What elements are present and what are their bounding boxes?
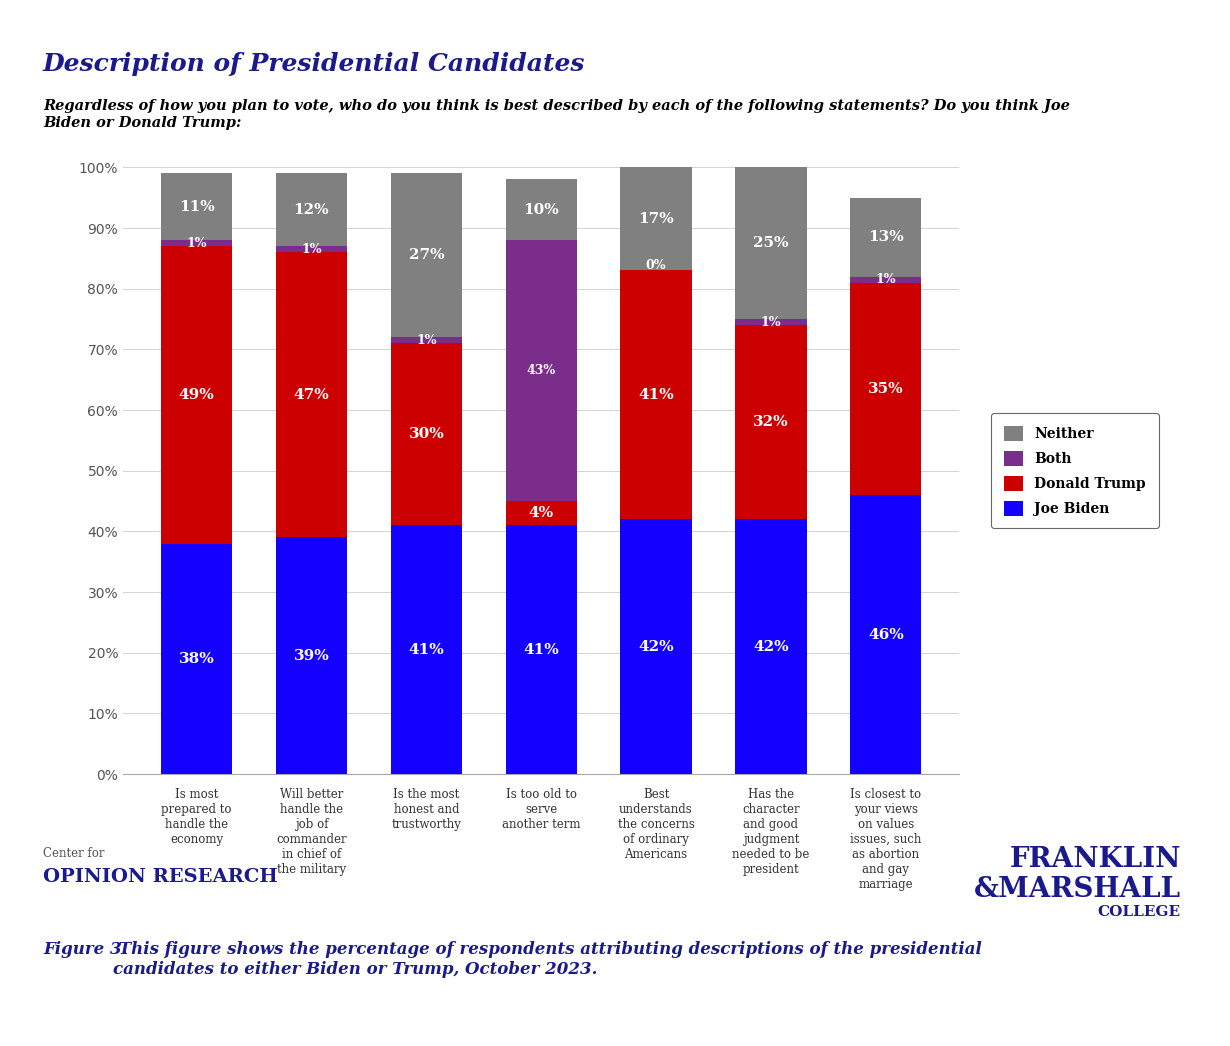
Bar bbox=[620, 167, 691, 271]
Text: 41%: 41% bbox=[638, 388, 674, 402]
Text: 49%: 49% bbox=[178, 388, 214, 402]
Text: 0%: 0% bbox=[646, 259, 667, 272]
Text: 25%: 25% bbox=[753, 236, 788, 250]
Text: This figure shows the percentage of respondents attributing descriptions of the : This figure shows the percentage of resp… bbox=[113, 941, 982, 978]
Bar bbox=[736, 325, 807, 519]
Text: 39%: 39% bbox=[294, 649, 330, 663]
Text: 30%: 30% bbox=[408, 428, 444, 441]
Text: 10%: 10% bbox=[523, 203, 560, 217]
Bar bbox=[391, 343, 462, 525]
Bar bbox=[391, 174, 462, 337]
Text: 46%: 46% bbox=[868, 628, 904, 641]
Text: COLLEGE: COLLEGE bbox=[1097, 905, 1181, 918]
Text: Regardless of how you plan to vote, who do you think is best described by each o: Regardless of how you plan to vote, who … bbox=[43, 99, 1070, 130]
Text: 42%: 42% bbox=[638, 640, 674, 654]
Bar bbox=[850, 198, 921, 276]
Text: 47%: 47% bbox=[294, 388, 330, 402]
Bar bbox=[736, 167, 807, 319]
Text: 1%: 1% bbox=[416, 334, 437, 347]
Bar bbox=[276, 538, 347, 774]
Text: 17%: 17% bbox=[638, 212, 674, 226]
Bar bbox=[161, 544, 232, 774]
Text: FRANKLIN: FRANKLIN bbox=[1010, 846, 1181, 873]
Text: 11%: 11% bbox=[178, 200, 214, 213]
Text: Description of Presidential Candidates: Description of Presidential Candidates bbox=[43, 52, 585, 76]
Text: 41%: 41% bbox=[523, 642, 560, 657]
Bar bbox=[276, 252, 347, 538]
Text: Center for: Center for bbox=[43, 847, 105, 860]
Bar bbox=[620, 519, 691, 774]
Text: 35%: 35% bbox=[868, 382, 904, 395]
Text: OPINION RESEARCH: OPINION RESEARCH bbox=[43, 868, 278, 886]
Text: 4%: 4% bbox=[529, 506, 554, 520]
Bar bbox=[161, 241, 232, 246]
Bar bbox=[850, 495, 921, 774]
Bar bbox=[736, 319, 807, 325]
Text: 32%: 32% bbox=[753, 415, 788, 429]
Text: 13%: 13% bbox=[868, 230, 904, 244]
Text: 41%: 41% bbox=[408, 642, 444, 657]
Text: Figure 3.: Figure 3. bbox=[43, 941, 128, 958]
Bar bbox=[506, 180, 577, 241]
Text: 1%: 1% bbox=[876, 273, 895, 287]
Bar bbox=[391, 337, 462, 343]
Bar bbox=[161, 246, 232, 544]
Bar bbox=[850, 282, 921, 495]
Text: 43%: 43% bbox=[526, 364, 556, 378]
Bar bbox=[506, 241, 577, 501]
Text: 1%: 1% bbox=[187, 236, 207, 250]
Text: &MARSHALL: &MARSHALL bbox=[974, 876, 1181, 903]
Text: 27%: 27% bbox=[408, 248, 444, 263]
Bar bbox=[391, 525, 462, 774]
Text: 12%: 12% bbox=[294, 203, 330, 217]
Text: 38%: 38% bbox=[178, 652, 214, 665]
Text: 1%: 1% bbox=[760, 316, 781, 328]
Text: 1%: 1% bbox=[301, 243, 322, 256]
Bar bbox=[736, 519, 807, 774]
Bar bbox=[506, 501, 577, 525]
Bar bbox=[850, 276, 921, 282]
Bar bbox=[620, 271, 691, 519]
Bar bbox=[276, 246, 347, 252]
Bar bbox=[161, 174, 232, 241]
Bar bbox=[506, 525, 577, 774]
Text: 42%: 42% bbox=[753, 640, 788, 654]
Bar bbox=[276, 174, 347, 246]
Legend: Neither, Both, Donald Trump, Joe Biden: Neither, Both, Donald Trump, Joe Biden bbox=[991, 413, 1159, 528]
